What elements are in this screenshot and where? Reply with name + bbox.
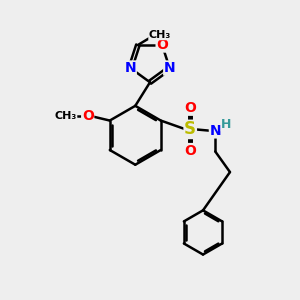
Text: S: S: [184, 120, 196, 138]
Text: N: N: [164, 61, 176, 75]
Text: N: N: [209, 124, 221, 138]
Text: N: N: [124, 61, 136, 75]
Text: O: O: [156, 38, 168, 52]
Text: CH₃: CH₃: [55, 111, 77, 121]
Text: O: O: [184, 144, 196, 158]
Text: H: H: [221, 118, 232, 131]
Text: O: O: [184, 101, 196, 115]
Text: O: O: [82, 109, 94, 123]
Text: CH₃: CH₃: [149, 30, 171, 40]
